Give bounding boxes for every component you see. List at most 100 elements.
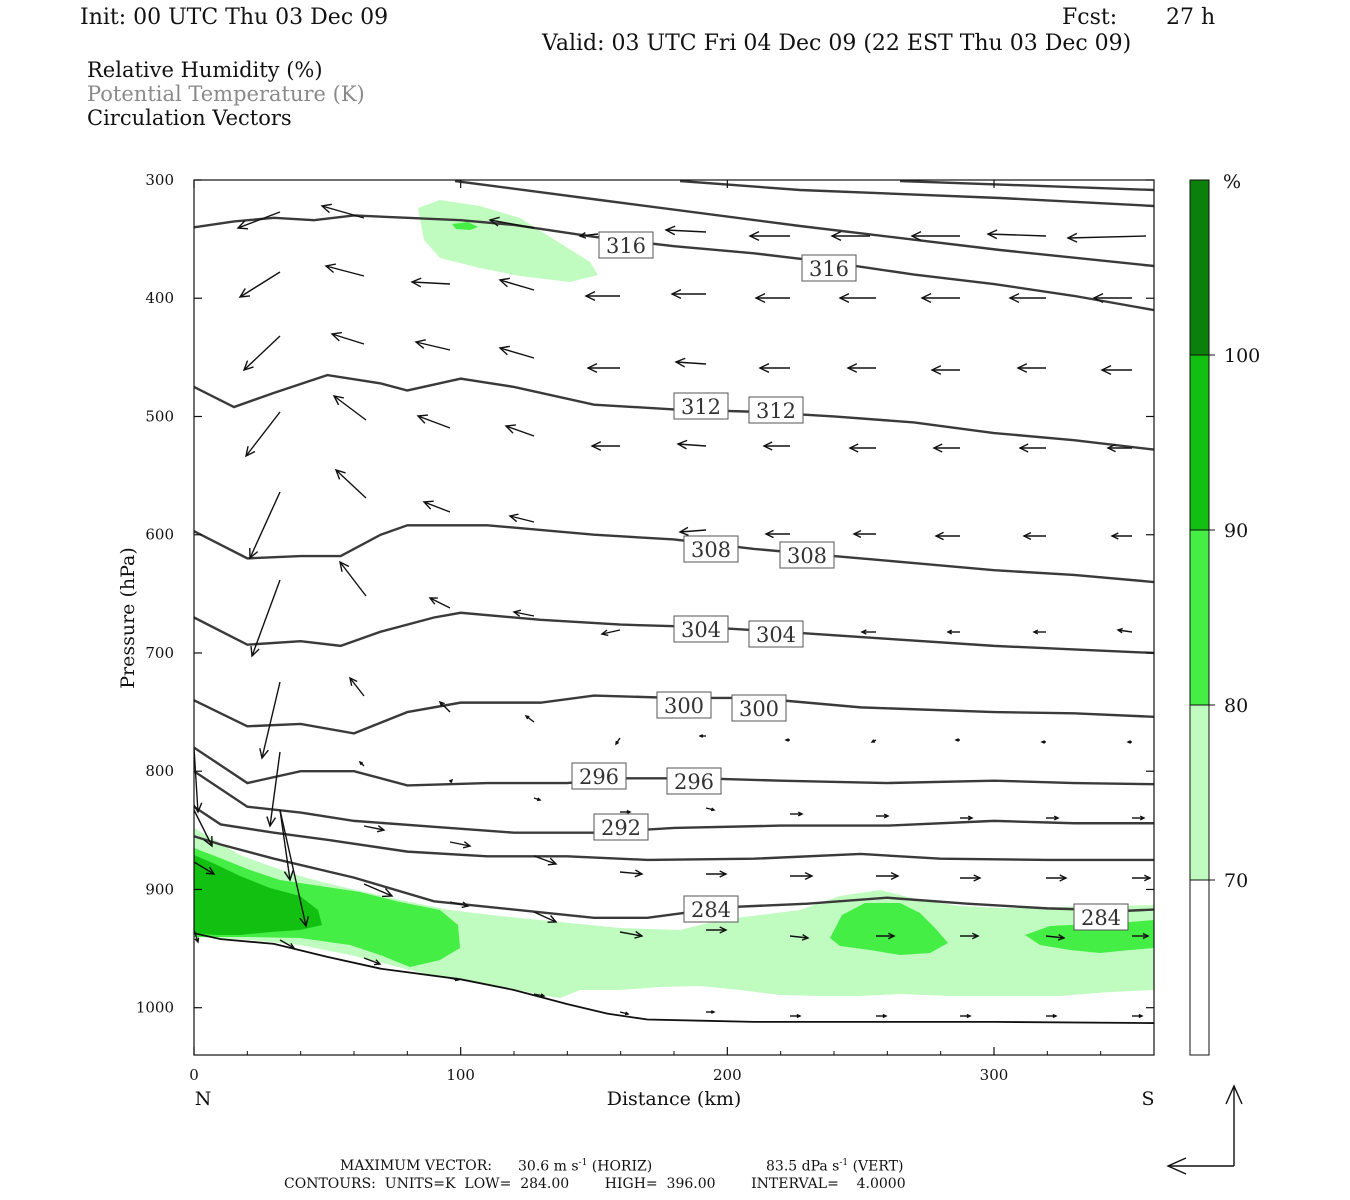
- circulation-vector: [619, 869, 644, 878]
- x-axis-label: Distance (km): [607, 1088, 742, 1110]
- circulation-vector: [1132, 932, 1150, 940]
- rh-80-band: [194, 848, 460, 967]
- x-tick-label: 0: [189, 1066, 199, 1084]
- circulation-vector: [422, 500, 451, 513]
- circulation-vector: [279, 939, 296, 949]
- circulation-vector: [934, 531, 960, 541]
- theta-contour-300: [194, 694, 1154, 735]
- svg-text:308: 308: [691, 538, 731, 562]
- circulation-vector: [674, 357, 707, 368]
- circulation-vector: [1046, 815, 1060, 821]
- circulation-vector: [1126, 740, 1132, 744]
- circulation-vector: [670, 289, 706, 299]
- circulation-vector: [619, 1011, 630, 1016]
- circulation-vector: [194, 929, 200, 944]
- colorbar-frame: [1189, 179, 1210, 1056]
- circulation-vector: [363, 883, 394, 898]
- circulation-vector: [1022, 532, 1046, 540]
- contour-label-300: 300: [656, 691, 712, 719]
- circulation-vector: [524, 715, 535, 723]
- circulation-vector: [245, 411, 281, 458]
- circulation-vector: [1046, 1013, 1058, 1019]
- circulation-vector: [920, 293, 960, 303]
- contour-label-312: 312: [673, 392, 729, 420]
- circulation-vector: [676, 439, 707, 450]
- circulation-vector: [705, 807, 716, 812]
- circulation-vector: [1008, 293, 1046, 303]
- circulation-vector: [1132, 874, 1152, 882]
- circulation-vector: [428, 597, 451, 609]
- circulation-vector: [876, 1013, 888, 1019]
- circulation-vector: [706, 870, 728, 878]
- theta-line-upper-1: [454, 180, 1154, 268]
- contour-label-308: 308: [779, 541, 835, 569]
- circulation-vector: [1040, 740, 1046, 744]
- y-tick-label: 800: [145, 762, 174, 780]
- circulation-vector: [194, 747, 203, 814]
- svg-text:312: 312: [681, 395, 721, 419]
- circulation-vector: [706, 926, 728, 934]
- circulation-vector: [508, 513, 535, 523]
- colorbar-level-label: 100: [1224, 345, 1260, 367]
- contour-label-312: 312: [748, 396, 804, 424]
- forecast-hours: 27 h: [1166, 5, 1216, 30]
- circulation-vector: [242, 335, 281, 372]
- circulation-vector: [324, 263, 365, 277]
- svg-text:284: 284: [691, 898, 731, 922]
- contour-label-300: 300: [731, 694, 787, 722]
- circulation-vector: [954, 738, 960, 742]
- circulation-vector: [784, 738, 790, 742]
- circulation-vector: [1045, 934, 1066, 941]
- circulation-vector: [748, 231, 790, 241]
- contour-label-296: 296: [571, 762, 627, 790]
- circulation-vector: [236, 211, 281, 230]
- theta-contours: [194, 214, 1154, 920]
- circulation-vector: [363, 957, 382, 966]
- contour-label-316: 316: [598, 231, 654, 259]
- y-tick-label: 900: [145, 880, 174, 898]
- upper-theta-lines: [454, 180, 1154, 268]
- circulation-vector: [590, 441, 620, 451]
- circulation-vector: [960, 874, 982, 882]
- circulation-vector: [846, 363, 876, 373]
- circulation-vector: [1116, 627, 1133, 634]
- rh-upper-patch: [418, 200, 598, 282]
- circulation-vector: [332, 395, 367, 421]
- circulation-vector: [960, 815, 974, 821]
- circulation-vector: [533, 797, 542, 802]
- circulation-vector: [1046, 874, 1068, 882]
- svg-text:304: 304: [681, 618, 721, 642]
- circulation-vector: [764, 529, 790, 539]
- circulation-vector: [762, 441, 790, 451]
- valid-time: Valid: 03 UTC Fri 04 Dec 09 (22 EST Thu …: [542, 31, 1132, 56]
- circulation-vector: [838, 293, 876, 303]
- legend-potential-temperature: Potential Temperature (K): [87, 82, 365, 106]
- circulation-vector: [790, 1013, 802, 1019]
- circulation-vector: [266, 751, 281, 828]
- circulation-vector: [876, 872, 900, 880]
- circulation-vector: [449, 841, 472, 849]
- circulation-vector: [870, 739, 877, 743]
- max-vector-label: MAXIMUM VECTOR:: [340, 1158, 492, 1174]
- circulation-vector: [578, 232, 599, 239]
- circulation-vector: [449, 901, 470, 909]
- circulation-vector: [533, 855, 558, 866]
- rh-80-patch-east: [830, 903, 948, 955]
- contour-labels: 316 316 312 312 308 308 304 304 300 300 296 296 292 2…: [571, 231, 1129, 931]
- circulation-vector: [1132, 1013, 1144, 1019]
- contour-label-284: 284: [1073, 903, 1129, 931]
- circulation-vector: [698, 734, 706, 738]
- circulation-vector: [619, 930, 644, 939]
- circulation-vector: [876, 813, 890, 819]
- circulation-vector: [789, 934, 810, 941]
- circulation-vector: [349, 676, 365, 697]
- humidity-shading: [194, 200, 1154, 998]
- y-axis-label: Pressure (hPa): [117, 547, 139, 689]
- circulation-vector: [986, 229, 1047, 240]
- circulation-vector: [416, 414, 451, 429]
- circulation-vector: [946, 629, 960, 635]
- x-tick-label: 200: [713, 1066, 742, 1084]
- circulation-vector: [910, 231, 960, 241]
- circulation-vector: [498, 345, 535, 359]
- legend-circulation-vectors: Circulation Vectors: [87, 106, 292, 130]
